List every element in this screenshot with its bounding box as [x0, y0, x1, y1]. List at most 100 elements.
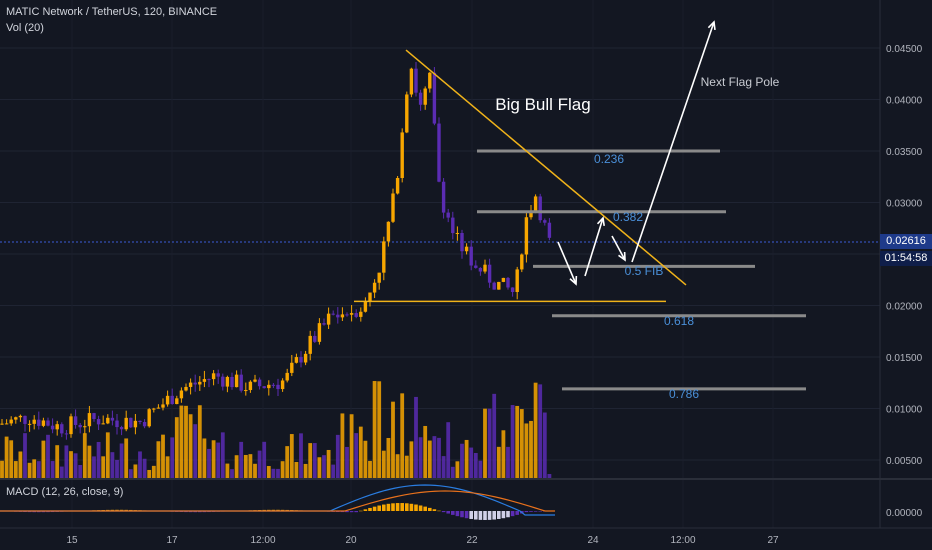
- volume-bar: [105, 432, 110, 478]
- volume-bar: [308, 443, 313, 478]
- candle-body: [336, 314, 340, 318]
- candle-body: [64, 433, 69, 435]
- candle-body: [345, 314, 349, 316]
- volume-bar: [294, 462, 299, 478]
- candle-body: [129, 417, 133, 428]
- volume-bar: [271, 468, 276, 478]
- candle-body: [280, 380, 285, 390]
- candle-body: [78, 424, 82, 428]
- candle-body: [248, 381, 253, 391]
- volume-bar: [372, 381, 377, 478]
- macd-histogram-bar: [469, 511, 473, 519]
- volume-bar: [92, 456, 96, 478]
- volume-bar: [547, 474, 552, 478]
- candle-body: [239, 374, 243, 391]
- candle-body: [101, 423, 105, 425]
- macd-histogram-bar: [524, 511, 529, 513]
- candle-body: [506, 277, 510, 288]
- y-tick-label: 0.00500: [886, 456, 923, 467]
- volume-bar: [119, 443, 124, 478]
- candle-body: [382, 241, 386, 273]
- volume-bar: [538, 384, 543, 478]
- candle-body: [41, 420, 46, 426]
- volume-bar: [326, 449, 331, 478]
- x-tick-label: 24: [587, 535, 599, 546]
- candle-body: [50, 425, 55, 430]
- volume-bar: [519, 409, 524, 478]
- volume-bar: [257, 450, 262, 478]
- candle-body: [409, 68, 414, 95]
- volume-bar: [542, 412, 547, 478]
- candle-body: [221, 376, 225, 387]
- volume-bar: [216, 442, 221, 478]
- candle-body: [372, 282, 377, 293]
- volume-bar: [496, 446, 501, 478]
- candle-body: [515, 269, 519, 293]
- candle-body: [432, 72, 437, 124]
- volume-bar: [464, 439, 469, 478]
- candle-body: [483, 264, 487, 272]
- volume-bar: [487, 408, 492, 478]
- candle-body: [27, 423, 32, 425]
- flag-pole-label: Next Flag Pole: [701, 75, 780, 89]
- macd-histogram-bar: [400, 503, 404, 511]
- macd-histogram-bar: [386, 503, 391, 511]
- volume-bar: [501, 430, 506, 478]
- candle-body: [533, 196, 538, 211]
- volume-bar: [128, 469, 133, 478]
- volume-bar: [437, 437, 441, 478]
- candle-body: [529, 210, 533, 218]
- fib-level-label: 0.236: [594, 152, 624, 166]
- candle-body: [469, 246, 473, 266]
- candle-body: [354, 313, 358, 317]
- volume-bar: [363, 440, 368, 478]
- volume-bar: [202, 438, 207, 478]
- candle-body: [161, 404, 165, 408]
- volume-bar: [207, 448, 211, 478]
- volume-bar: [138, 451, 142, 478]
- macd-histogram-bar: [377, 505, 381, 511]
- volume-bar: [427, 440, 432, 478]
- candle-body: [267, 384, 271, 389]
- volume-bar: [322, 455, 326, 478]
- macd-histogram-bar: [510, 511, 515, 517]
- volume-bar: [524, 423, 529, 478]
- candle-body: [303, 353, 308, 363]
- symbol-title: MATIC Network / TetherUS, 120, BINANCE: [6, 6, 218, 18]
- volume-bar: [211, 440, 216, 478]
- y-tick-label: 0.02000: [886, 302, 923, 313]
- macd-histogram-bar: [372, 506, 377, 511]
- macd-histogram-bar: [497, 511, 501, 519]
- candle-body: [326, 313, 331, 325]
- volume-bar: [197, 405, 202, 478]
- candle-body: [331, 313, 335, 315]
- macd-histogram-bar: [418, 505, 423, 511]
- macd-histogram-bar: [395, 503, 400, 511]
- volume-bar: [87, 445, 92, 478]
- volume-bar: [101, 456, 106, 478]
- volume-bars: [0, 381, 552, 478]
- volume-bar: [349, 414, 354, 478]
- volume-bar: [165, 456, 170, 478]
- candle-body: [216, 373, 220, 377]
- candle-body: [520, 254, 524, 270]
- volume-bar: [368, 460, 372, 478]
- volume-bar: [41, 440, 46, 478]
- macd-histogram-bar: [460, 511, 464, 518]
- direction-arrow: [557, 241, 577, 285]
- volume-bar: [441, 456, 446, 478]
- candle-body: [299, 357, 303, 363]
- volume-bar: [23, 433, 27, 478]
- candle-body: [184, 386, 188, 391]
- macd-histogram-bar: [533, 511, 538, 512]
- candle-body: [317, 323, 322, 342]
- macd-histogram-bar: [414, 504, 418, 511]
- x-tick-label: 12:00: [670, 535, 695, 546]
- macd-histogram-bar: [359, 510, 363, 512]
- candle-body: [386, 221, 391, 242]
- volume-bar: [492, 393, 497, 478]
- macd-histogram-bar: [432, 509, 437, 511]
- volume-bar: [391, 401, 395, 478]
- fib-level-label: 0.382: [613, 210, 643, 224]
